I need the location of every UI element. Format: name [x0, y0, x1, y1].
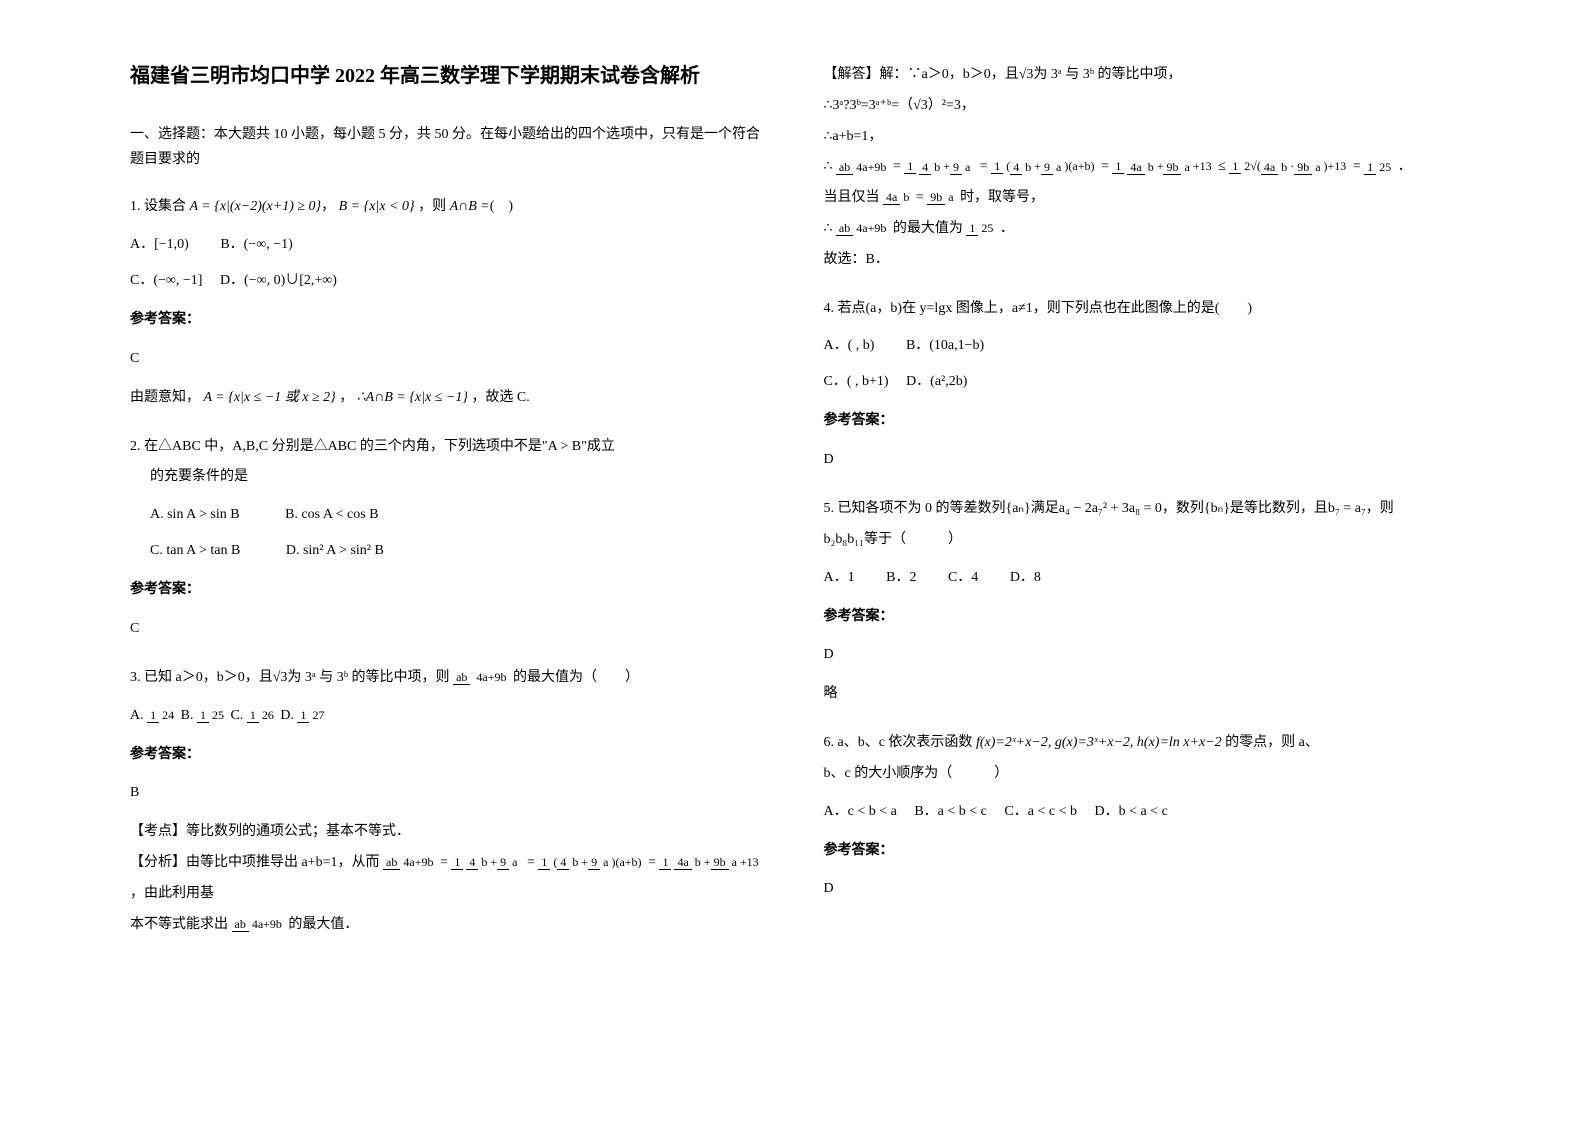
- q6-opt-a: A．c < b < a: [824, 804, 897, 819]
- q1-explain-pre: 由题意知，: [130, 390, 200, 405]
- q3-sol-line1: 【解答】解：∵a＞0，b＞0，且√3为 3ᵃ 与 3ᵇ 的等比中项，: [824, 60, 1458, 91]
- q1-text-mid: ，则: [418, 199, 446, 214]
- q4-opt-c: C．( , b+1): [824, 374, 889, 389]
- q3-analysis: 【分析】由等比中项推导出 a+b=1，从而: [130, 855, 380, 870]
- q2-answer: C: [130, 614, 764, 645]
- q3-opt-d-pre: D.: [280, 708, 294, 723]
- q3-opt-b-pre: B.: [181, 708, 194, 723]
- q4-text: 4. 若点(a，b)在 y=lgx 图像上，a≠1，则下列点也在此图像上的是( …: [824, 294, 1458, 325]
- q1-opt-c: C．(−∞, −1]: [130, 273, 202, 288]
- q1-answer-label: 参考答案：: [130, 305, 764, 336]
- q2-text2: 的充要条件的是: [150, 462, 764, 493]
- q3-answer: B: [130, 778, 764, 809]
- q6-text-mid: 的零点，则 a、: [1225, 735, 1319, 750]
- q3-sol-line5: 当且仅当: [824, 190, 880, 205]
- q6-answer: D: [824, 874, 1458, 905]
- q3-exam-point: 【考点】等比数列的通项公式；基本不等式．: [130, 817, 764, 848]
- q3-sol-line6-pre: ∴: [824, 221, 833, 236]
- q3-sol-line6-end: ．: [1000, 221, 1014, 236]
- q6-func: f(x)=2ˣ+x−2, g(x)=3ˣ+x−2, h(x)=ln x+x−2: [976, 735, 1222, 750]
- question-1: 1. 设集合 A = {x|(x−2)(x+1) ≥ 0} ， B = {x|x …: [130, 192, 764, 413]
- q3-sol-line3: ∴a+b=1，: [824, 122, 1458, 153]
- q4-opt-a: A．( , b): [824, 338, 875, 353]
- question-3: 3. 已知 a＞0，b＞0，且√3为 3ᵃ 与 3ᵇ 的等比中项，则 ab 4a…: [130, 663, 764, 941]
- q5-answer-label: 参考答案：: [824, 602, 1458, 633]
- q5-opt-b: B．2: [886, 570, 916, 585]
- q5-brief: 略: [824, 679, 1458, 710]
- q3-sol-line4-end: ．: [1398, 159, 1412, 174]
- question-4: 4. 若点(a，b)在 y=lgx 图像上，a≠1，则下列点也在此图像上的是( …: [824, 294, 1458, 476]
- q6-opt-c: C．a < c < b: [1004, 804, 1077, 819]
- q3-sol-line4-pre: ∴: [824, 159, 833, 174]
- q1-opt-b: B．(−∞, −1): [220, 237, 292, 252]
- q3-analysis2: 本不等式能求出: [130, 917, 228, 932]
- question-2: 2. 在△ABC 中，A,B,C 分别是△ABC 的三个内角，下列选项中不是"A…: [130, 432, 764, 645]
- q3-text: 3. 已知 a＞0，b＞0，且√3为 3ᵃ 与 3ᵇ 的等比中项，则: [130, 670, 450, 685]
- q5-text2: b₂b₈b₁₁等于（ ）: [824, 525, 1458, 556]
- q3-opt-a-pre: A.: [130, 708, 144, 723]
- q3-frac: ab 4a+9b: [453, 671, 509, 684]
- q2-opt-c: C. tan A > tan B: [150, 543, 240, 558]
- q2-answer-label: 参考答案：: [130, 575, 764, 606]
- left-column: 福建省三明市均口中学 2022 年高三数学理下学期期末试卷含解析 一、选择题：本…: [100, 60, 794, 1062]
- q1-explain-mid: ，: [339, 390, 353, 405]
- q1-set-a: A = {x|(x−2)(x+1) ≥ 0}: [190, 199, 322, 214]
- q5-answer: D: [824, 640, 1458, 671]
- q3-analysis2-end: 的最大值．: [288, 917, 358, 932]
- q3-opt-c-pre: C.: [230, 708, 243, 723]
- q1-explain-result: ∴A∩B = {x|x ≤ −1}: [357, 390, 468, 405]
- q5-opt-a: A．1: [824, 570, 855, 585]
- q5-text: 5. 已知各项不为 0 的等差数列{aₙ}满足a₄ − 2a₇² + 3a₈ =…: [824, 494, 1458, 525]
- q4-opt-d: D．(a²,2b): [906, 374, 967, 389]
- q6-opt-b: B．a < b < c: [914, 804, 987, 819]
- q2-text: 2. 在△ABC 中，A,B,C 分别是△ABC 的三个内角，下列选项中不是"A…: [130, 432, 764, 463]
- q3-sol-line7: 故选：B．: [824, 245, 1458, 276]
- q3-sol-line6-mid: 的最大值为: [893, 221, 963, 236]
- q1-explain-end: ，故选 C.: [471, 390, 529, 405]
- q2-opt-b: B. cos A < cos B: [285, 507, 378, 522]
- q1-result: A∩B =: [450, 199, 490, 214]
- question-5: 5. 已知各项不为 0 的等差数列{aₙ}满足a₄ − 2a₇² + 3a₈ =…: [824, 494, 1458, 710]
- section-intro: 一、选择题：本大题共 10 小题，每小题 5 分，共 50 分。在每小题给出的四…: [130, 122, 764, 172]
- document-title: 福建省三明市均口中学 2022 年高三数学理下学期期末试卷含解析: [130, 60, 764, 92]
- q1-explain-set: A = {x|x ≤ −1 或 x ≥ 2}: [204, 390, 336, 405]
- q2-opt-a: A. sin A > sin B: [150, 507, 240, 522]
- q1-text-pre: 1. 设集合: [130, 199, 186, 214]
- q5-opt-d: D．8: [1010, 570, 1041, 585]
- q3-sol-line5-mid: 时，取等号，: [960, 190, 1044, 205]
- q3-sol-line2: ∴3ᵃ?3ᵇ=3ᵃ⁺ᵇ=（√3）²=3，: [824, 91, 1458, 122]
- q4-answer-label: 参考答案：: [824, 406, 1458, 437]
- q3-analysis-end: ，由此利用基: [130, 886, 214, 901]
- q3-solution: 【解答】解：∵a＞0，b＞0，且√3为 3ᵃ 与 3ᵇ 的等比中项， ∴3ᵃ?3…: [824, 60, 1458, 276]
- question-6: 6. a、b、c 依次表示函数 f(x)=2ˣ+x−2, g(x)=3ˣ+x−2…: [824, 728, 1458, 905]
- q6-answer-label: 参考答案：: [824, 836, 1458, 867]
- q4-opt-b: B．(10a,1−b): [906, 338, 984, 353]
- q1-opt-d: D．(−∞, 0)∪[2,+∞): [220, 273, 337, 288]
- q3-answer-label: 参考答案：: [130, 740, 764, 771]
- q6-text2: b、c 的大小顺序为（ ）: [824, 759, 1458, 790]
- q5-opt-c: C．4: [948, 570, 978, 585]
- q2-opt-d: D. sin² A > sin² B: [286, 543, 384, 558]
- q1-opt-a: A．[−1,0): [130, 237, 189, 252]
- q1-set-b: B = {x|x < 0}: [339, 199, 415, 214]
- q3-text-end: 的最大值为（ ）: [513, 670, 639, 685]
- q1-answer: C: [130, 344, 764, 375]
- q4-answer: D: [824, 445, 1458, 476]
- right-column: 【解答】解：∵a＞0，b＞0，且√3为 3ᵃ 与 3ᵇ 的等比中项， ∴3ᵃ?3…: [794, 60, 1488, 1062]
- q6-opt-d: D．b < a < c: [1094, 804, 1167, 819]
- q6-text-pre: 6. a、b、c 依次表示函数: [824, 735, 973, 750]
